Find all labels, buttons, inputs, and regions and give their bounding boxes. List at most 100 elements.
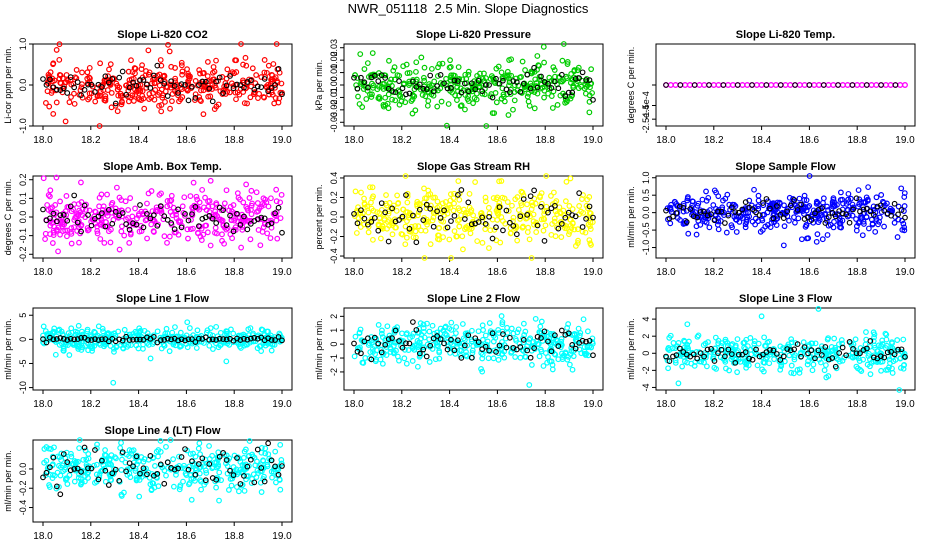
data-point-black xyxy=(763,196,770,202)
data-point-black xyxy=(482,221,489,227)
data-point-black xyxy=(126,84,133,91)
data-point xyxy=(203,479,209,486)
data-point-black xyxy=(206,336,213,343)
data-point xyxy=(506,57,513,63)
data-point-black xyxy=(690,351,697,358)
data-point xyxy=(134,86,141,93)
data-point-black xyxy=(777,82,784,88)
data-point xyxy=(91,217,97,223)
data-point-black xyxy=(60,85,67,92)
data-point-black xyxy=(835,82,841,88)
data-point xyxy=(118,228,125,235)
data-point xyxy=(223,187,230,194)
data-point xyxy=(711,364,718,371)
data-point xyxy=(425,187,432,194)
data-point xyxy=(703,188,709,195)
data-point-black xyxy=(116,477,123,484)
data-point xyxy=(155,453,161,460)
data-point-black xyxy=(371,334,378,341)
data-point xyxy=(187,193,194,199)
data-point xyxy=(804,361,811,368)
data-point xyxy=(680,200,687,207)
data-point-black xyxy=(123,221,129,227)
data-point xyxy=(442,199,449,205)
data-point-black xyxy=(220,336,226,342)
data-point xyxy=(265,203,272,210)
data-point xyxy=(390,67,397,74)
data-point xyxy=(68,325,75,332)
data-point xyxy=(586,92,593,99)
data-point xyxy=(766,360,773,367)
data-point-black xyxy=(351,74,357,81)
data-point-black xyxy=(189,458,195,465)
data-point-black xyxy=(720,82,727,88)
data-point xyxy=(492,89,499,96)
data-point-black xyxy=(85,465,91,472)
data-point xyxy=(806,342,812,348)
data-point-black xyxy=(500,227,506,234)
x-tick-label: 19.0 xyxy=(583,267,603,278)
data-point xyxy=(76,239,82,246)
data-point-black xyxy=(423,353,430,360)
data-point-black xyxy=(586,203,593,210)
data-point xyxy=(369,91,375,98)
data-point xyxy=(878,192,885,198)
data-point-black xyxy=(99,336,105,343)
data-point-black xyxy=(247,77,254,84)
data-point xyxy=(232,224,239,231)
data-point xyxy=(586,237,593,244)
data-point xyxy=(402,173,409,179)
data-point xyxy=(417,320,424,327)
x-tick-label: 18.4 xyxy=(440,399,460,410)
data-point xyxy=(55,248,61,255)
data-point xyxy=(132,205,138,212)
data-point xyxy=(873,194,880,201)
data-point-black xyxy=(846,219,853,226)
data-point-black xyxy=(182,211,188,217)
y-tick-label: -0.4 xyxy=(329,248,339,264)
y-tick-label: 0.01 xyxy=(329,64,339,82)
data-point xyxy=(87,75,93,82)
data-point-black xyxy=(92,89,98,95)
data-point xyxy=(551,215,558,222)
data-point-black xyxy=(531,187,537,194)
data-point xyxy=(40,175,47,182)
y-tick-label: -1.0 xyxy=(18,118,28,134)
data-point xyxy=(760,202,767,209)
data-point xyxy=(752,221,759,228)
data-point xyxy=(165,41,171,48)
data-point-black xyxy=(552,202,558,209)
data-point xyxy=(431,78,438,85)
data-point xyxy=(59,223,65,230)
data-point xyxy=(481,70,487,77)
data-point xyxy=(366,340,373,347)
data-point xyxy=(552,351,559,358)
data-point xyxy=(217,329,224,336)
data-point-black xyxy=(562,214,569,221)
data-point xyxy=(181,462,187,469)
data-point xyxy=(97,60,104,67)
data-point-black xyxy=(196,461,202,467)
data-point xyxy=(159,94,166,101)
data-point-black xyxy=(888,212,894,219)
data-point xyxy=(213,459,220,466)
data-point-black xyxy=(116,74,123,81)
data-point xyxy=(67,76,74,83)
data-point-black xyxy=(196,82,202,88)
data-point xyxy=(195,230,201,237)
data-point-black xyxy=(351,211,357,217)
data-point xyxy=(465,210,472,217)
data-point-black xyxy=(687,206,694,212)
data-point xyxy=(560,77,567,84)
data-point xyxy=(206,443,212,449)
data-point xyxy=(211,106,218,113)
data-point-black xyxy=(105,482,112,488)
data-point xyxy=(758,82,765,88)
data-point xyxy=(369,80,375,87)
data-point xyxy=(391,64,398,71)
data-point xyxy=(241,100,248,107)
data-point-black xyxy=(57,491,64,498)
data-point xyxy=(117,90,124,97)
data-point xyxy=(534,90,541,97)
data-point-black xyxy=(455,337,461,344)
